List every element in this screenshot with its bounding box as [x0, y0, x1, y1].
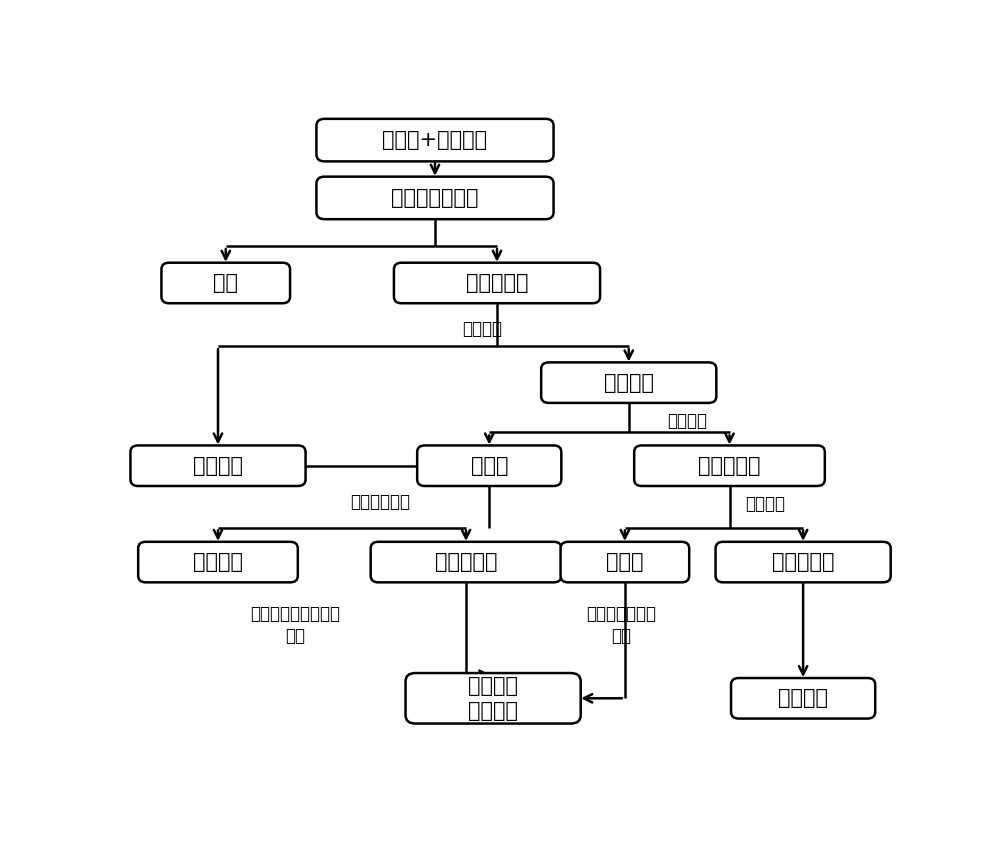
Text: 二氯甲烷萃取: 二氯甲烷萃取 — [350, 494, 410, 511]
Text: 丙酮不溶相: 丙酮不溶相 — [772, 552, 834, 572]
Text: 二氯甲烷相: 二氯甲烷相 — [435, 552, 497, 572]
FancyBboxPatch shape — [161, 262, 290, 303]
Text: 生物质+去离子水: 生物质+去离子水 — [382, 130, 488, 150]
FancyBboxPatch shape — [541, 362, 716, 403]
Text: 高温高压反应釜: 高温高压反应釜 — [391, 188, 479, 208]
Text: 固液混合物: 固液混合物 — [466, 273, 528, 293]
FancyBboxPatch shape — [716, 542, 891, 583]
Text: 丙酮相: 丙酮相 — [606, 552, 644, 572]
Text: 固相产物: 固相产物 — [604, 373, 654, 393]
Text: 生物质水
热液化油: 生物质水 热液化油 — [468, 676, 518, 721]
FancyBboxPatch shape — [316, 177, 554, 219]
FancyBboxPatch shape — [316, 119, 554, 161]
Text: 乙醇抽滤: 乙醇抽滤 — [668, 413, 708, 430]
Text: 滤膜过滤: 滤膜过滤 — [462, 320, 502, 338]
Text: 气体: 气体 — [213, 273, 238, 293]
Text: 液相产物: 液相产物 — [193, 456, 243, 476]
FancyBboxPatch shape — [138, 542, 298, 583]
FancyBboxPatch shape — [561, 542, 689, 583]
Text: 固体残渣: 固体残渣 — [778, 689, 828, 709]
Text: 丙酮抽滤: 丙酮抽滤 — [745, 494, 785, 513]
FancyBboxPatch shape — [130, 445, 306, 486]
FancyBboxPatch shape — [731, 678, 875, 719]
FancyBboxPatch shape — [417, 445, 561, 486]
Text: 乙醇相: 乙醇相 — [471, 456, 508, 476]
Text: 旋蒸去除丙酮、
乙醇: 旋蒸去除丙酮、 乙醇 — [586, 605, 656, 646]
Text: 水相废液: 水相废液 — [193, 552, 243, 572]
FancyBboxPatch shape — [371, 542, 561, 583]
FancyBboxPatch shape — [634, 445, 825, 486]
Text: 乙醇不溶相: 乙醇不溶相 — [698, 456, 761, 476]
FancyBboxPatch shape — [406, 673, 581, 723]
FancyBboxPatch shape — [394, 262, 600, 303]
Text: 旋蒸去除二氯甲烷、
乙醇: 旋蒸去除二氯甲烷、 乙醇 — [250, 605, 340, 646]
